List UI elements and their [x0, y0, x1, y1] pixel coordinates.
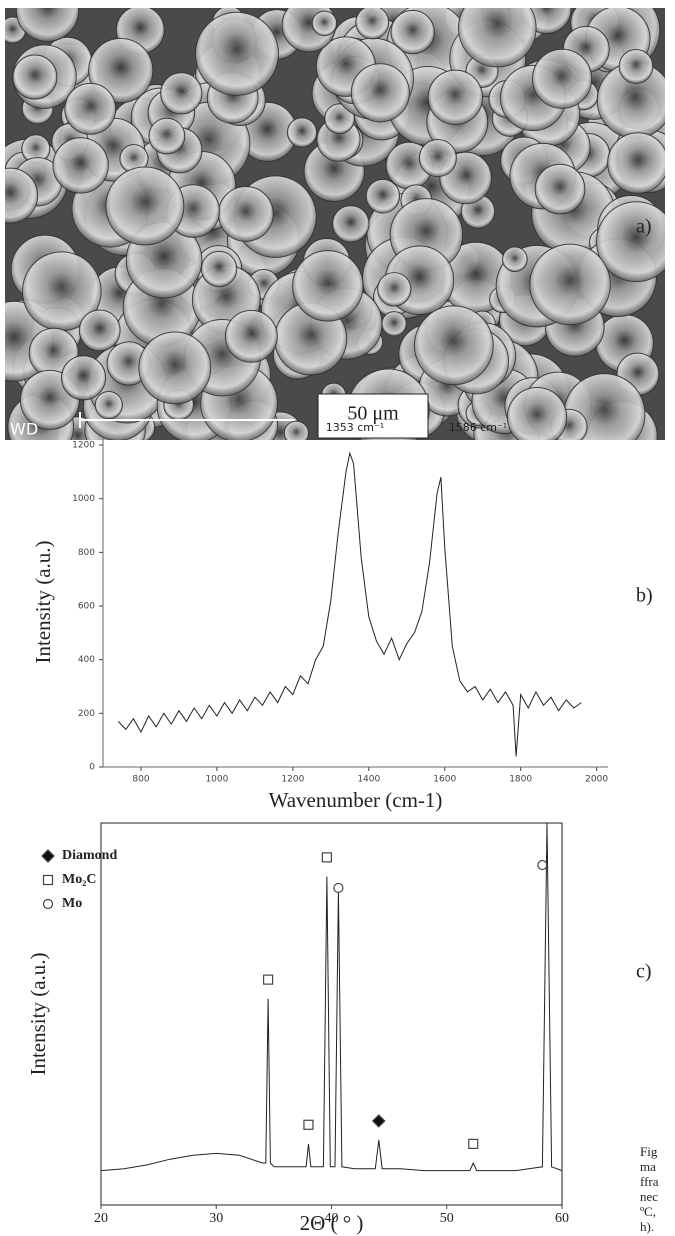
- grain: [105, 166, 185, 246]
- diamond-marker: [371, 1114, 386, 1128]
- legend-key: [42, 874, 54, 886]
- grain: [60, 355, 107, 401]
- x-tick-label: 1600: [433, 775, 456, 785]
- caption-fragment: Fig: [640, 1144, 658, 1159]
- grain: [618, 49, 654, 84]
- grain: [311, 10, 338, 37]
- grain: [12, 54, 58, 100]
- scale-box: [317, 393, 429, 439]
- panel-label: c): [636, 961, 652, 983]
- grain: [502, 246, 528, 273]
- grain: [355, 8, 390, 40]
- x-tick-label: 1400: [357, 775, 380, 785]
- xrd-chart: 20 30 40 50 60 2Θ ( ° ) Intensity (a.u.) Diamon…: [26, 822, 569, 1235]
- square-marker: [303, 1119, 314, 1130]
- grain: [217, 185, 274, 242]
- grain: [283, 420, 309, 440]
- grain: [390, 9, 435, 55]
- grain: [607, 132, 665, 194]
- y-tick-label: 1000: [72, 494, 95, 504]
- grain: [332, 205, 370, 243]
- x-tick-label: 1000: [205, 775, 228, 785]
- grain: [138, 331, 212, 405]
- grain: [365, 178, 401, 214]
- grain: [413, 305, 494, 386]
- grain: [200, 250, 238, 288]
- x-tick-label: 60: [555, 1211, 569, 1226]
- y-tick-label: 600: [78, 602, 95, 612]
- y-tick-label: 200: [78, 709, 95, 719]
- x-tick-label: 40: [325, 1211, 339, 1226]
- x-tick-label: 800: [132, 775, 149, 785]
- grain: [506, 386, 568, 440]
- grain: [350, 63, 410, 123]
- spectrum-line: [117, 451, 582, 757]
- grain: [377, 272, 412, 307]
- square-marker: [321, 852, 332, 863]
- x-tick-label: 2000: [585, 775, 608, 785]
- sem-image: [5, 8, 665, 440]
- y-tick-label: 1200: [72, 441, 95, 451]
- x-axis-title: 2Θ ( ° ): [300, 1211, 364, 1235]
- x-tick-label: 20: [94, 1211, 108, 1226]
- grain: [292, 250, 364, 322]
- grain: [52, 137, 109, 194]
- grain: [94, 391, 123, 420]
- grain: [529, 243, 611, 326]
- y-axis-title: Intensity (a.u.): [31, 540, 55, 663]
- y-tick-label: 0: [89, 763, 95, 773]
- legend-key: [42, 898, 54, 910]
- caption-fragment: nec: [640, 1189, 658, 1204]
- grain: [531, 48, 593, 109]
- grain: [286, 117, 318, 148]
- wd-label: WD: [10, 420, 38, 439]
- grain: [64, 82, 117, 135]
- x-axis-title: Wavenumber (cm-1): [269, 788, 443, 812]
- square-marker: [263, 974, 274, 985]
- x-tick-label: 50: [440, 1211, 454, 1226]
- x-tick-label: 1200: [281, 775, 304, 785]
- y-tick-label: 800: [78, 548, 95, 558]
- legend-key: [41, 849, 55, 863]
- peak-annotation: 1586 cm⁻¹: [449, 421, 507, 434]
- circle-marker: [537, 859, 548, 871]
- grain: [534, 163, 586, 215]
- grain: [15, 8, 80, 42]
- scale-label: 50 μm: [347, 403, 399, 425]
- y-tick-label: 400: [78, 655, 95, 665]
- panel-label: b): [636, 585, 653, 607]
- legend-label: Mo: [62, 896, 82, 911]
- caption-fragment: h).: [640, 1219, 654, 1234]
- caption-fragment: ffra: [640, 1174, 659, 1189]
- grain: [194, 11, 279, 96]
- legend-label: Diamond: [62, 848, 117, 863]
- grain: [160, 72, 203, 115]
- grain: [88, 37, 154, 104]
- square-marker: [468, 1138, 479, 1149]
- legend-label: Mo₂C: [62, 872, 97, 887]
- grain: [381, 311, 407, 337]
- caption-fragment: ma: [640, 1159, 656, 1174]
- grain: [324, 103, 355, 135]
- grain: [418, 138, 457, 178]
- grain: [427, 69, 483, 126]
- y-axis-title: Intensity (a.u.): [26, 952, 50, 1075]
- peak-annotation: 1353 cm⁻¹: [326, 421, 384, 434]
- raman-chart: 800 1000 1200 1400 1600 1800 2000 0 200 400 600 800…: [31, 421, 609, 812]
- plot-frame: [100, 822, 563, 1206]
- grain: [5, 167, 39, 224]
- grain: [458, 8, 537, 68]
- circle-marker: [333, 882, 344, 894]
- panel-label: a): [636, 216, 652, 238]
- grain: [78, 309, 121, 352]
- grain: [596, 201, 665, 283]
- caption-fragment: ºC,: [640, 1204, 656, 1219]
- grain: [148, 117, 186, 155]
- x-tick-label: 30: [209, 1211, 223, 1226]
- grain: [224, 309, 278, 363]
- spectrum-line: [100, 822, 563, 1172]
- x-tick-label: 1800: [509, 775, 532, 785]
